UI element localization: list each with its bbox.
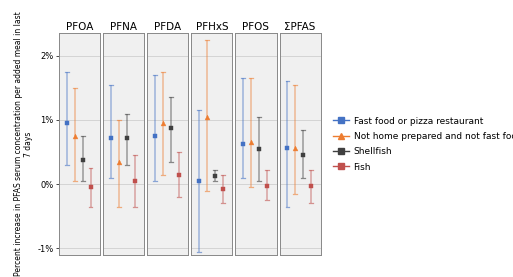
- Title: PFHxS: PFHxS: [195, 22, 228, 32]
- Title: PFOA: PFOA: [66, 22, 93, 32]
- Title: PFOS: PFOS: [243, 22, 269, 32]
- Legend: Fast food or pizza restaurant, Not home prepared and not fast food, Shellfish, F: Fast food or pizza restaurant, Not home …: [333, 117, 513, 171]
- Title: PFNA: PFNA: [110, 22, 137, 32]
- Y-axis label: Percent increase in PFAS serum concentration per added meal in last 7 days: Percent increase in PFAS serum concentra…: [14, 12, 33, 276]
- Title: PFDA: PFDA: [154, 22, 181, 32]
- Title: ΣPFAS: ΣPFAS: [284, 22, 316, 32]
